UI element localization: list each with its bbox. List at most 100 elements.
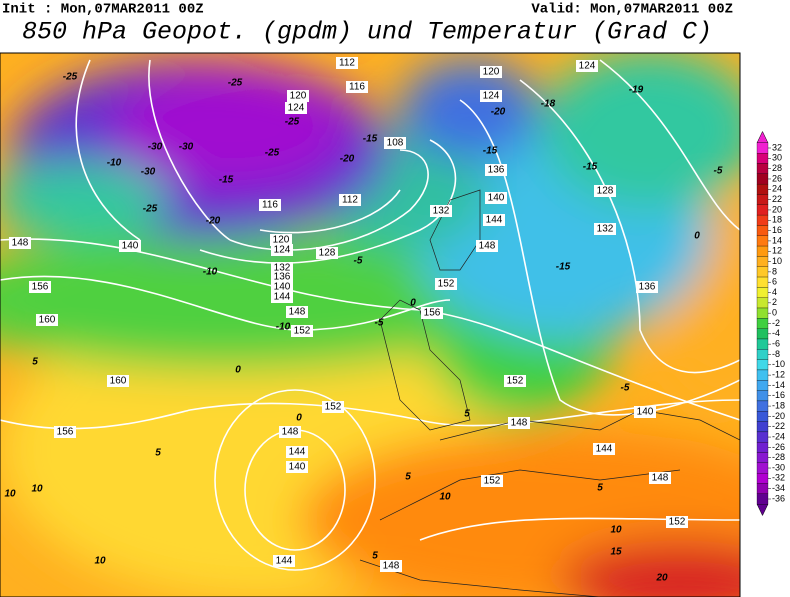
temperature-label: 5 xyxy=(32,357,38,368)
temperature-label: -10 xyxy=(107,158,122,169)
geopotential-label: 116 xyxy=(349,82,365,93)
geopotential-label: 132 xyxy=(433,206,450,217)
label-box xyxy=(271,271,293,283)
label-box xyxy=(430,205,452,217)
label-box xyxy=(346,81,368,93)
geopotential-label: 128 xyxy=(319,248,336,259)
geopotential-label: 148 xyxy=(282,427,299,438)
temperature-label: 20 xyxy=(655,573,668,584)
geopotential-label: 120 xyxy=(290,91,307,102)
label-box xyxy=(666,516,688,528)
colorbar-swatch xyxy=(756,390,769,402)
temperature-label: -15 xyxy=(556,262,571,273)
colorbar-label: 20 xyxy=(772,204,782,214)
colorbar-label: -12 xyxy=(772,369,785,379)
temperature-label: 10 xyxy=(31,484,43,495)
temperature-label: 5 xyxy=(155,448,161,459)
temperature-label: -5 xyxy=(375,318,384,329)
temperature-label: -10 xyxy=(276,322,291,333)
colorbar-swatch xyxy=(756,307,769,319)
temperature-label: -15 xyxy=(483,146,498,157)
colorbar-swatch xyxy=(756,235,769,247)
geopotential-label: 140 xyxy=(637,407,654,418)
label-box xyxy=(649,472,671,484)
colorbar-label: 4 xyxy=(772,287,777,297)
colorbar-swatch xyxy=(756,462,769,474)
colorbar-swatch xyxy=(756,318,769,329)
label-box xyxy=(480,66,502,78)
label-box xyxy=(480,90,502,102)
colorbar-label: -6 xyxy=(772,339,780,349)
label-box xyxy=(435,278,457,290)
colorbar-swatch xyxy=(756,338,769,350)
colorbar-label: -14 xyxy=(772,380,785,390)
colorbar-swatch xyxy=(756,359,769,371)
geopotential-label: 140 xyxy=(488,193,505,204)
geopotential-label: 160 xyxy=(39,315,56,326)
label-box xyxy=(384,137,406,149)
temperature-label: 5 xyxy=(464,409,470,420)
geopotential-label: 112 xyxy=(339,58,355,69)
map-title: 850 hPa Geopot. (gpdm) und Temperatur (G… xyxy=(22,18,712,47)
map-field xyxy=(0,53,740,597)
colorbar-label: 24 xyxy=(772,184,782,194)
temperature-label: -25 xyxy=(285,117,300,128)
colorbar-swatch xyxy=(756,194,769,205)
temperature-label: 0 xyxy=(694,231,700,242)
geopotential-label: 152 xyxy=(484,476,501,487)
temperature-label: -19 xyxy=(629,85,644,96)
geopotential-label: 108 xyxy=(387,138,404,149)
geopotential-label: 144 xyxy=(289,447,306,458)
label-box xyxy=(322,401,344,413)
label-box xyxy=(271,281,293,293)
temperature-label: -25 xyxy=(63,72,78,83)
label-box xyxy=(481,475,503,487)
colorbar-swatch xyxy=(756,256,769,267)
temperature-label: -30 xyxy=(141,167,156,178)
temperature-label: -25 xyxy=(228,78,243,89)
temperature-label: -25 xyxy=(143,204,158,215)
label-box xyxy=(279,426,301,438)
colorbar-swatch xyxy=(756,421,769,433)
label-box xyxy=(634,406,656,418)
colorbar-swatch xyxy=(756,297,769,309)
geopotential-label: 124 xyxy=(483,91,500,102)
label-box xyxy=(483,214,505,226)
colorbar-label: 22 xyxy=(772,194,782,204)
label-box xyxy=(107,375,129,387)
colorbar-swatch xyxy=(756,452,769,464)
geopotential-label: 144 xyxy=(276,556,293,567)
label-box xyxy=(576,60,598,72)
map-frame xyxy=(0,52,741,597)
geopotential-label: 152 xyxy=(294,326,311,337)
geopotential-label: 128 xyxy=(597,186,614,197)
colorbar-swatch xyxy=(756,328,769,340)
colorbar-label: -4 xyxy=(772,328,780,338)
colorbar-label: 28 xyxy=(772,163,782,173)
geopotential-label: 140 xyxy=(122,241,139,252)
temperature-label: -10 xyxy=(203,267,218,278)
temperature-label: 10 xyxy=(94,556,106,567)
colorbar-label: 10 xyxy=(772,256,782,266)
colorbar-swatch xyxy=(756,183,769,195)
geopotential-label: 136 xyxy=(639,282,656,293)
temperature-label: -25 xyxy=(265,148,280,159)
temperature-label: 0 xyxy=(235,365,241,376)
colorbar-label: -30 xyxy=(772,462,785,472)
temperature-label: -15 xyxy=(583,162,598,173)
label-box xyxy=(259,199,281,211)
colorbar-swatch xyxy=(756,153,769,164)
label-box xyxy=(594,185,616,197)
label-box xyxy=(271,244,293,256)
colorbar-label: -34 xyxy=(772,483,785,493)
colorbar-swatch xyxy=(756,431,769,443)
colorbar-label: -26 xyxy=(772,442,785,452)
temperature-label: -18 xyxy=(541,99,556,110)
colorbar-label: 32 xyxy=(772,142,782,152)
temperature-label: -20 xyxy=(206,216,221,227)
label-box xyxy=(273,555,295,567)
temperature-label: -15 xyxy=(219,175,234,186)
colorbar-swatch xyxy=(756,214,769,226)
